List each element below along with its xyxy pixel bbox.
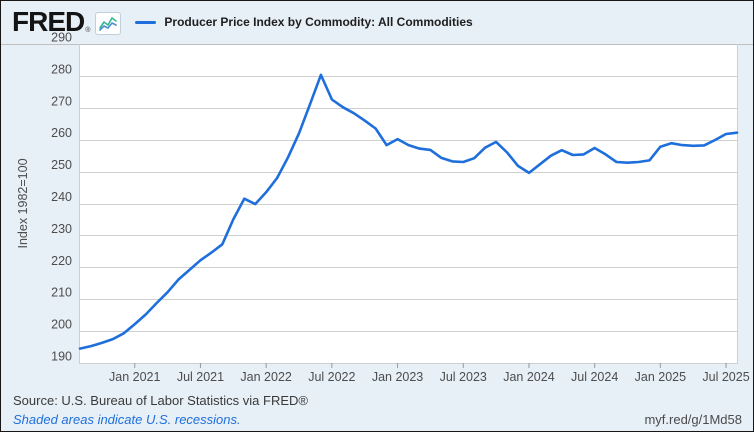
x-tick-label: Jan 2022 xyxy=(240,370,291,384)
x-tick-label: Jul 2022 xyxy=(308,370,355,384)
x-tick-label: Jan 2024 xyxy=(503,370,554,384)
legend-series-label: Producer Price Index by Commodity: All C… xyxy=(164,15,473,29)
x-tick-label: Jan 2021 xyxy=(109,370,160,384)
y-tick-label: 250 xyxy=(51,158,72,172)
fred-logo[interactable]: FRED ® xyxy=(12,6,122,37)
x-tick-label: Jul 2024 xyxy=(571,370,618,384)
short-url-link[interactable]: myf.red/g/1Md58 xyxy=(644,412,742,427)
footer: Source: U.S. Bureau of Labor Statistics … xyxy=(13,392,742,429)
plot-area[interactable] xyxy=(79,44,738,363)
y-tick-label: 240 xyxy=(51,190,72,204)
y-tick-label: 280 xyxy=(51,62,72,76)
series-line xyxy=(78,73,739,350)
y-tick-label: 260 xyxy=(51,126,72,140)
x-tick-label: Jul 2025 xyxy=(702,370,749,384)
header: FRED ® Producer Price Index by Commodity… xyxy=(1,1,753,43)
source-note: Source: U.S. Bureau of Labor Statistics … xyxy=(13,393,308,408)
y-tick-label: 190 xyxy=(51,350,72,364)
y-tick-label: 290 xyxy=(51,31,72,45)
x-tick-label: Jul 2021 xyxy=(177,370,224,384)
legend-line-swatch xyxy=(135,20,157,24)
y-tick-label: 200 xyxy=(51,318,72,332)
y-tick-label: 210 xyxy=(51,286,72,300)
x-tick-label: Jan 2023 xyxy=(372,370,423,384)
y-tick-label: 270 xyxy=(51,94,72,108)
y-tick-label: 220 xyxy=(51,254,72,268)
y-axis-title: Index 1982=100 xyxy=(16,158,30,248)
y-tick-label: 230 xyxy=(51,222,72,236)
x-tick-label: Jan 2025 xyxy=(635,370,686,384)
fred-logo-text: FRED xyxy=(12,6,85,37)
x-tick-label: Jul 2023 xyxy=(440,370,487,384)
chart-canvas[interactable]: 190 200 210 220 230 240 250 260 270 280 290 Jan 202… xyxy=(1,1,754,391)
series-legend: Producer Price Index by Commodity: All C… xyxy=(135,15,473,29)
recessions-link[interactable]: Shaded areas indicate U.S. recessions. xyxy=(13,412,241,427)
fred-logo-icon xyxy=(95,12,122,35)
fred-logo-registered: ® xyxy=(85,27,91,34)
